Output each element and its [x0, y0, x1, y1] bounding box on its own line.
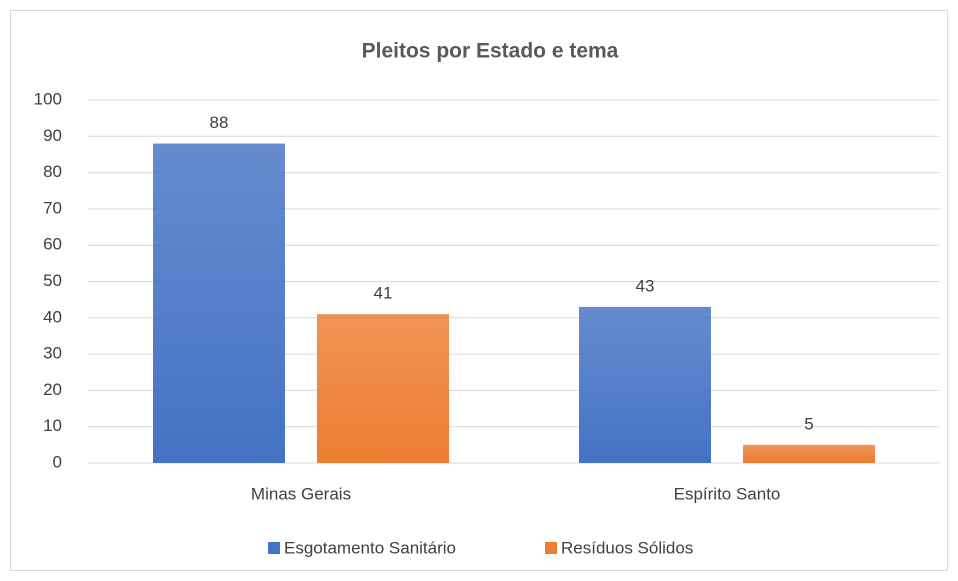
y-tick-label: 0 [53, 452, 62, 471]
y-tick-label: 100 [34, 89, 62, 108]
chart-title: Pleitos por Estado e tema [362, 40, 619, 63]
data-label: 88 [210, 113, 229, 132]
y-tick-label: 20 [43, 380, 62, 399]
y-tick-label: 40 [43, 307, 62, 326]
data-label: 5 [804, 414, 813, 433]
y-tick-label: 30 [43, 344, 62, 363]
legend-label: Esgotamento Sanitário [284, 538, 456, 557]
y-tick-label: 90 [43, 126, 62, 145]
legend-swatch [268, 542, 280, 554]
legend-swatch [545, 542, 557, 554]
bar [579, 306, 711, 463]
x-tick-label: Espírito Santo [674, 484, 781, 503]
y-tick-label: 80 [43, 162, 62, 181]
data-label: 43 [636, 276, 655, 295]
x-tick-label: Minas Gerais [251, 484, 351, 503]
data-label: 41 [374, 284, 393, 303]
legend-label: Resíduos Sólidos [561, 538, 693, 557]
y-tick-label: 70 [43, 198, 62, 217]
bar [153, 143, 285, 463]
y-tick-label: 60 [43, 235, 62, 254]
chart-border [10, 10, 948, 571]
bar [743, 444, 875, 463]
y-tick-label: 50 [43, 271, 62, 290]
bar [317, 314, 449, 463]
y-tick-label: 10 [43, 416, 62, 435]
